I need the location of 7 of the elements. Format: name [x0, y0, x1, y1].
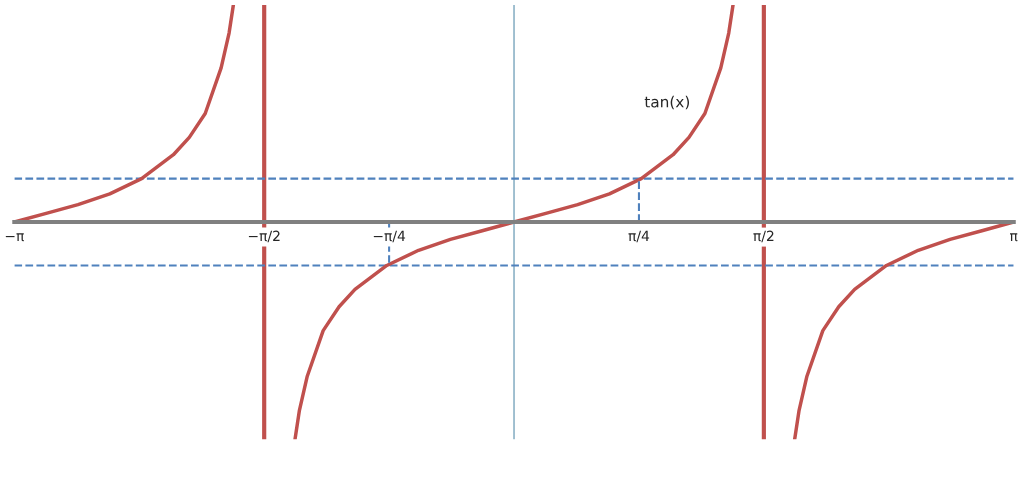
x-tick-label: π/4	[628, 230, 650, 243]
annotation: tan(x)	[644, 95, 690, 110]
x-tick-label: π/2	[753, 230, 774, 243]
x-tick-label: −π/2	[248, 230, 280, 243]
x-tick-label: π	[1010, 233, 1018, 242]
x-tick-label: −π/4	[373, 230, 406, 243]
x-tick-label: −π	[5, 233, 24, 242]
